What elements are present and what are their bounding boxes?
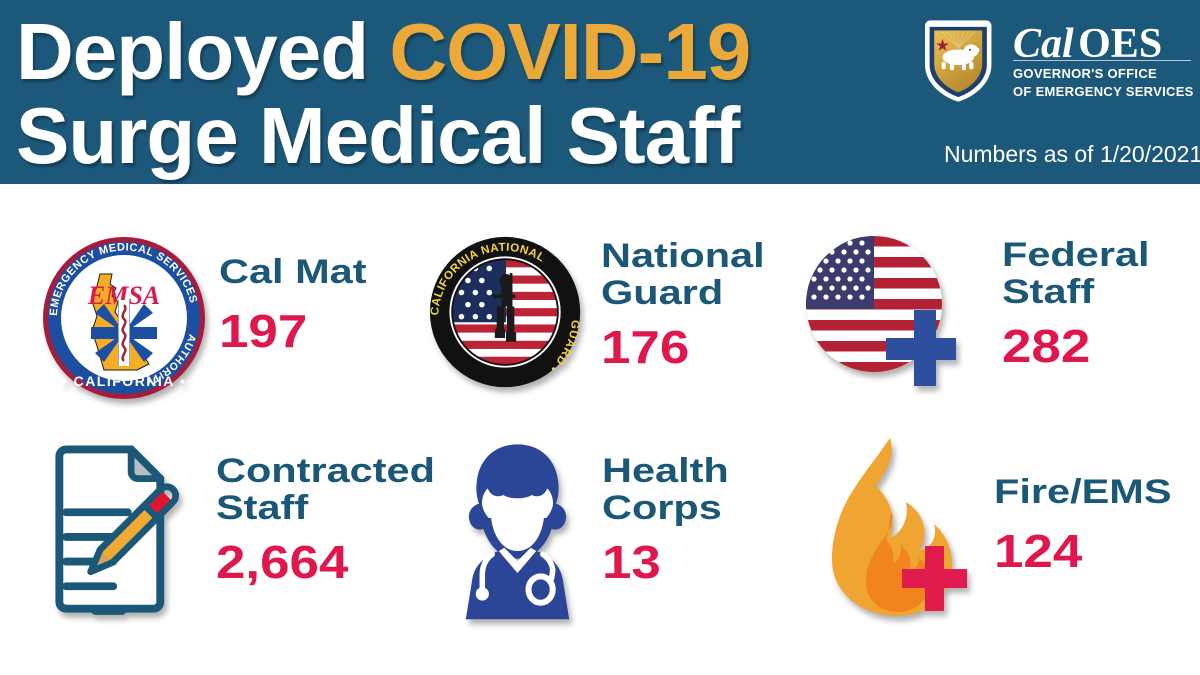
svg-text:• CALIFORNIA •: • CALIFORNIA • [62, 373, 186, 389]
